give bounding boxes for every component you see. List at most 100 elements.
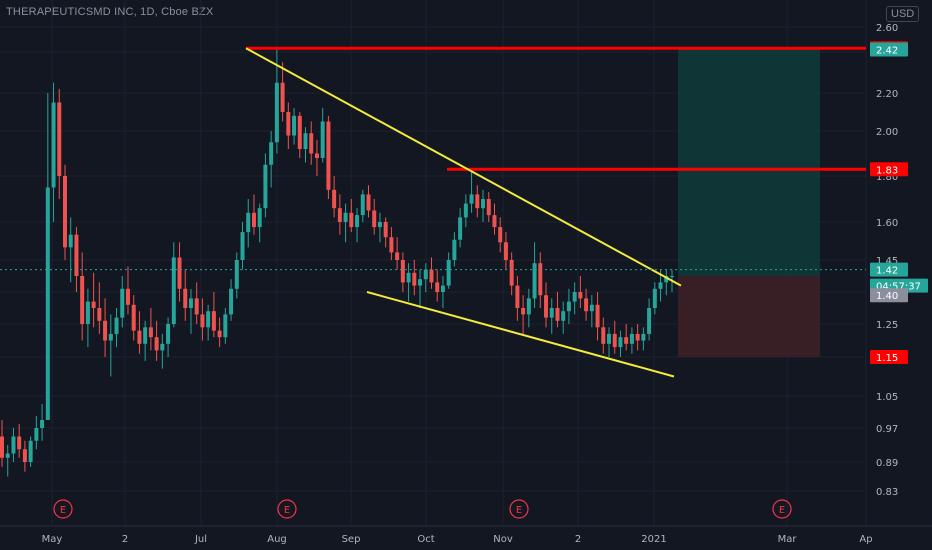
candle-body: [652, 288, 657, 308]
candle-body: [612, 333, 617, 348]
candle: [624, 324, 629, 351]
candle-body: [366, 194, 371, 211]
time-tick-label: Aug: [267, 534, 287, 545]
time-tick-label: 2: [575, 534, 581, 545]
candle: [561, 301, 566, 334]
candle-body: [658, 282, 663, 289]
candle-body: [143, 327, 148, 344]
candle: [418, 269, 423, 308]
time-tick-label: Oct: [417, 534, 434, 545]
candle: [452, 232, 457, 267]
candle-body: [475, 194, 480, 209]
earnings-marker-circle: [277, 499, 297, 519]
currency-badge[interactable]: USD: [886, 6, 920, 22]
candle-body: [584, 298, 589, 312]
candle-body: [57, 102, 62, 176]
candle: [206, 304, 211, 341]
candle: [80, 252, 85, 341]
candle-body: [521, 308, 526, 315]
time-tick-label: Jul: [194, 534, 207, 545]
candle: [34, 416, 39, 450]
candle: [544, 282, 549, 328]
candle-body: [286, 112, 291, 136]
price-tick-label: 0.83: [876, 487, 898, 498]
candle-body: [171, 257, 176, 324]
earnings-marker: E: [509, 499, 529, 519]
candle: [566, 288, 571, 324]
candle: [589, 295, 594, 328]
candle: [297, 112, 302, 158]
candle-body: [498, 227, 503, 243]
candle-body: [349, 212, 354, 228]
chart-title: THERAPEUTICSMD INC, 1D, Cboe BZX: [6, 6, 214, 18]
candle: [629, 327, 634, 354]
price-tick-label: 1.25: [876, 320, 898, 331]
candle: [97, 282, 102, 334]
candle-body: [538, 263, 543, 296]
candle-body: [372, 210, 377, 228]
time-tick-label: Mar: [778, 534, 798, 545]
candle-body: [418, 279, 423, 286]
candle-body: [406, 272, 411, 283]
candle: [595, 292, 600, 341]
candle: [103, 298, 108, 357]
candle: [125, 266, 130, 315]
candle-body: [360, 194, 365, 216]
candle: [217, 317, 222, 348]
candle-body: [234, 260, 239, 289]
candle: [355, 208, 360, 243]
candle-body: [108, 333, 113, 341]
earnings-marker: E: [277, 499, 297, 519]
candle-body: [160, 343, 165, 351]
candle: [286, 102, 291, 149]
candle-body: [229, 288, 234, 315]
candle: [62, 164, 67, 260]
candle: [269, 131, 274, 188]
candle-body: [0, 436, 4, 458]
candle: [400, 252, 405, 292]
candle: [440, 276, 445, 308]
candle-body: [217, 330, 222, 338]
candle: [263, 153, 268, 218]
candle-body: [469, 194, 474, 204]
candle: [223, 308, 228, 344]
candle-body: [486, 199, 491, 216]
candle: [515, 276, 520, 321]
candle-body: [137, 330, 142, 344]
price-tick-label: 1.05: [876, 392, 898, 403]
candle-body: [74, 234, 79, 276]
candle-body: [263, 164, 268, 209]
price-label-box: [870, 262, 908, 277]
candle-body: [423, 269, 428, 280]
candle-body: [618, 337, 623, 348]
candle-body: [246, 212, 251, 233]
candle-body: [446, 260, 451, 286]
candle: [601, 317, 606, 354]
candle: [148, 308, 153, 351]
candle: [332, 176, 337, 218]
candle-body: [532, 263, 537, 299]
earnings-marker-label: E: [779, 505, 785, 516]
earnings-marker: E: [53, 499, 73, 519]
lower-trendline: [366, 291, 675, 378]
candle-body: [280, 82, 285, 112]
candle: [423, 263, 428, 292]
candle: [372, 199, 377, 235]
candle: [349, 199, 354, 233]
candle: [492, 203, 497, 235]
candle: [11, 428, 16, 462]
price-label-box: [870, 350, 908, 364]
candle-body: [269, 142, 274, 165]
candle: [509, 252, 514, 296]
candle-body: [97, 308, 102, 321]
price-label-text: 2.42: [876, 46, 898, 57]
candle: [360, 189, 365, 222]
earnings-marker-circle: [509, 499, 529, 519]
candle-body: [377, 222, 382, 228]
candle-body: [154, 337, 159, 351]
candle: [91, 272, 96, 328]
candle-body: [17, 436, 22, 450]
candle: [337, 194, 342, 235]
candle-body: [62, 176, 67, 248]
